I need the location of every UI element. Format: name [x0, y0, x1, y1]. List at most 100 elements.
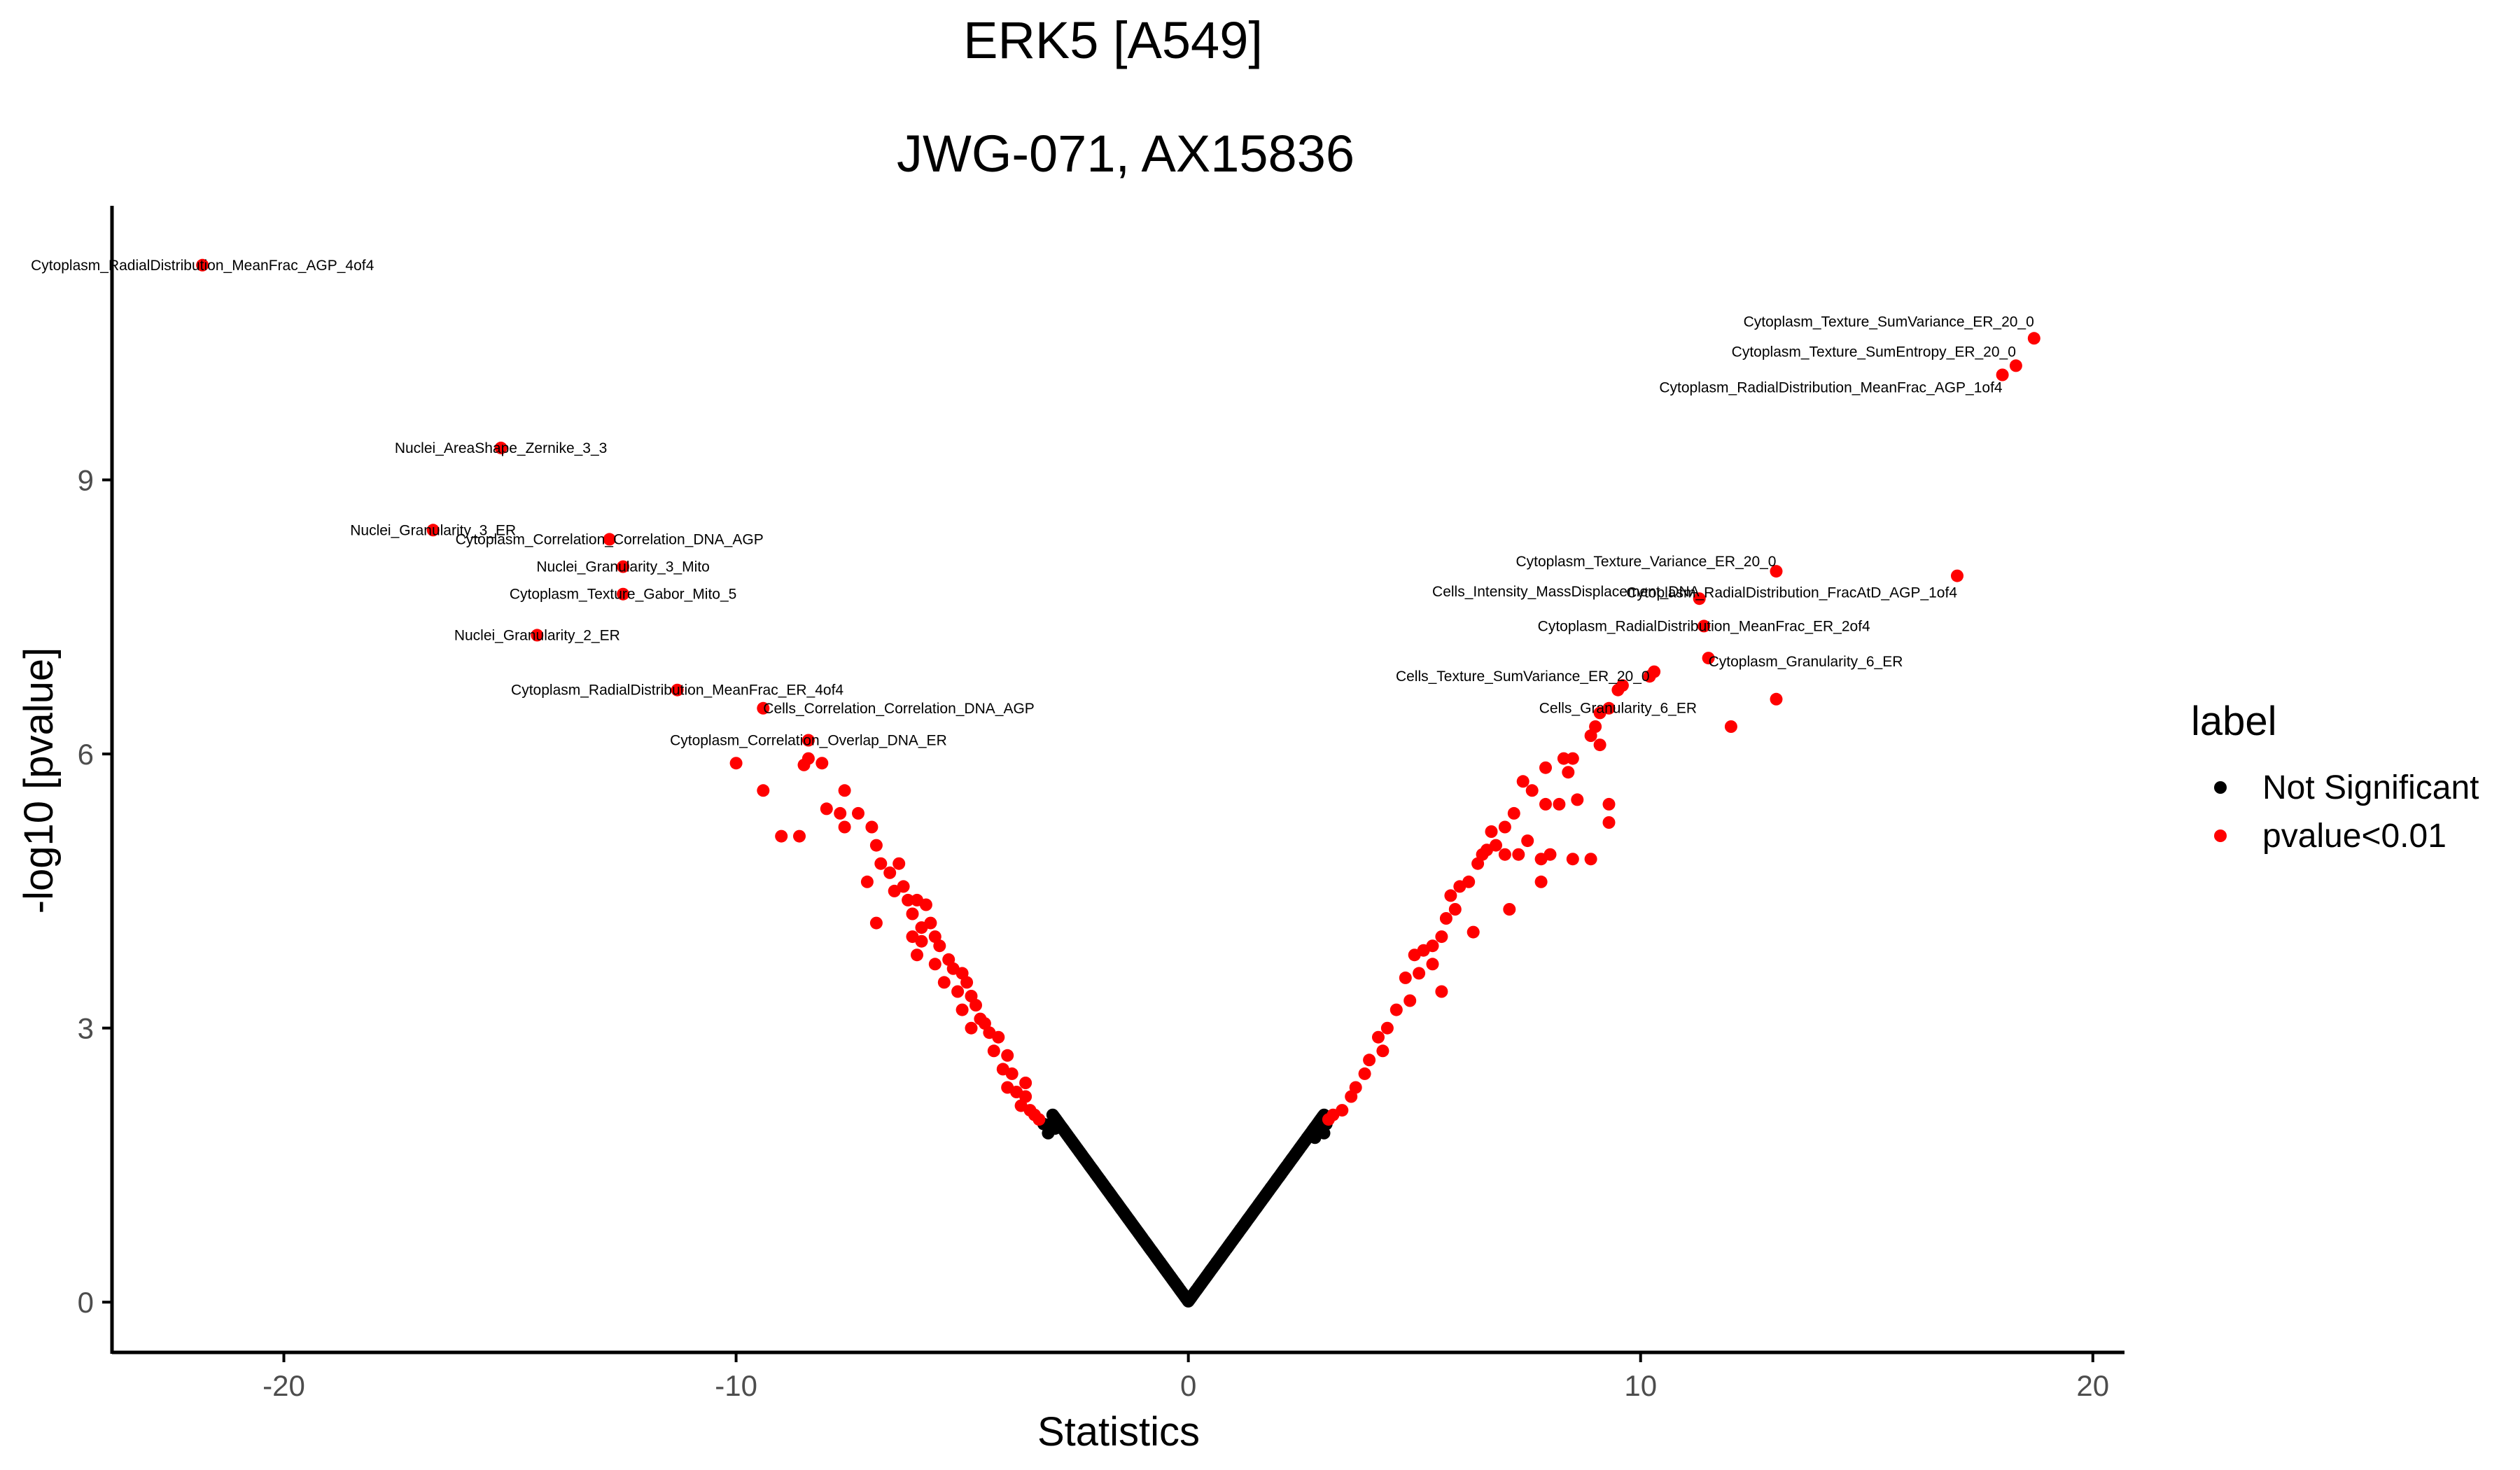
data-point	[1471, 857, 1485, 870]
data-point	[1005, 1067, 1018, 1080]
data-point	[987, 1044, 1000, 1058]
data-point	[1512, 848, 1525, 861]
data-point	[775, 830, 788, 843]
data-point	[906, 907, 919, 920]
data-point	[1503, 903, 1516, 916]
point-label: Cytoplasm_RadialDistribution_MeanFrac_AG…	[1659, 380, 2003, 396]
data-point	[1544, 848, 1557, 861]
y-tick-label: 6	[78, 738, 94, 771]
data-point	[1996, 368, 2009, 382]
legend-label-not-significant: Not Significant	[2262, 769, 2479, 806]
data-point	[874, 857, 888, 870]
data-point	[1557, 752, 1570, 765]
x-tick-label: 0	[1180, 1369, 1196, 1402]
point-label: Cytoplasm_Granularity_6_ER	[1709, 654, 1903, 670]
data-point	[915, 934, 928, 948]
data-point	[2009, 359, 2022, 372]
data-point	[897, 880, 910, 893]
x-tick-label: -20	[262, 1369, 305, 1402]
x-tick-label: -10	[715, 1369, 757, 1402]
data-point	[1380, 1021, 1394, 1035]
data-point	[1408, 948, 1421, 962]
point-label: Cytoplasm_RadialDistribution_MeanFrac_AG…	[31, 258, 374, 274]
data-point	[1404, 994, 1417, 1007]
data-point	[1584, 853, 1597, 866]
chart-subtitle: JWG-071, AX15836	[897, 125, 1354, 183]
data-point	[1435, 985, 1448, 998]
data-point	[1485, 825, 1498, 838]
data-point	[196, 258, 209, 272]
data-point	[816, 757, 829, 770]
data-point	[969, 999, 982, 1011]
data-point	[603, 533, 616, 546]
data-point	[2027, 332, 2040, 345]
data-point	[1453, 880, 1466, 893]
data-point	[1507, 806, 1520, 820]
point-label: Cytoplasm_Texture_Variance_ER_20_0	[1516, 554, 1777, 570]
data-point	[838, 784, 851, 797]
data-point	[1553, 797, 1566, 811]
series-not-significant	[1037, 1108, 1333, 1308]
point-label: Nuclei_Granularity_3_ER	[350, 522, 516, 538]
point-label: Nuclei_AreaShape_Zernike_3_3	[395, 440, 608, 456]
data-point	[1534, 875, 1548, 888]
data-point	[1498, 820, 1511, 834]
point-label: Cytoplasm_Texture_Gabor_Mito_5	[510, 587, 737, 603]
data-point	[1539, 761, 1552, 774]
data-point	[919, 898, 932, 911]
legend-key-not-significant	[2214, 781, 2227, 794]
data-point	[1693, 592, 1706, 606]
data-point	[1770, 565, 1783, 578]
data-point	[928, 958, 941, 971]
point-label: Nuclei_Granularity_3_Mito	[536, 559, 709, 575]
data-point	[911, 948, 923, 962]
data-point	[1345, 1090, 1358, 1103]
y-tick-label: 3	[78, 1012, 94, 1045]
data-point	[892, 857, 906, 870]
point-label: Cells_Correlation_Correlation_DNA_AGP	[763, 701, 1035, 717]
data-point	[1770, 692, 1783, 706]
point-label: Cells_Granularity_6_ER	[1539, 701, 1697, 717]
data-point	[869, 839, 883, 852]
y-tick-label: 0	[78, 1286, 94, 1319]
data-point	[729, 757, 743, 770]
data-point	[617, 587, 630, 601]
data-point	[1363, 1054, 1376, 1067]
point-label: Nuclei_Granularity_2_ER	[454, 627, 620, 643]
data-point	[924, 916, 937, 930]
point-label: Cells_Intensity_MassDisplacement_DNA	[1432, 584, 1700, 600]
y-axis-title: -log10 [pvalue]	[16, 648, 62, 913]
data-point	[1308, 1131, 1322, 1144]
data-point	[955, 1003, 969, 1016]
series-pvalue-significant	[196, 258, 2040, 1126]
data-point	[1724, 720, 1737, 733]
data-point	[1435, 930, 1448, 944]
data-point	[992, 1030, 1005, 1044]
point-label: Cytoplasm_RadialDistribution_MeanFrac_ER…	[511, 682, 844, 699]
data-point	[671, 683, 684, 696]
data-point	[1439, 912, 1452, 925]
legend-title: label	[2191, 699, 2277, 744]
data-point	[865, 820, 878, 834]
data-point	[902, 893, 915, 906]
legend: label Not Significant pvalue<0.01	[2191, 699, 2479, 855]
data-point	[1525, 784, 1539, 797]
data-point	[1698, 620, 1711, 633]
data-point	[1516, 775, 1530, 788]
point-label: Cytoplasm_Correlation_Correlation_DNA_AG…	[456, 531, 764, 547]
data-point	[793, 830, 806, 843]
point-label: Cytoplasm_RadialDistribution_MeanFrac_ER…	[1538, 618, 1870, 634]
data-point	[531, 629, 544, 642]
data-point	[426, 524, 440, 537]
data-point	[965, 1021, 978, 1035]
data-point	[1444, 889, 1457, 902]
data-point	[1643, 670, 1656, 683]
data-point	[1566, 752, 1579, 765]
data-point	[838, 820, 851, 834]
plot-area	[196, 258, 2040, 1308]
data-point	[1951, 569, 1963, 582]
data-point	[1426, 958, 1439, 971]
data-point	[1593, 706, 1606, 720]
legend-label-pvalue: pvalue<0.01	[2262, 818, 2446, 855]
x-tick-label: 10	[1624, 1369, 1657, 1402]
